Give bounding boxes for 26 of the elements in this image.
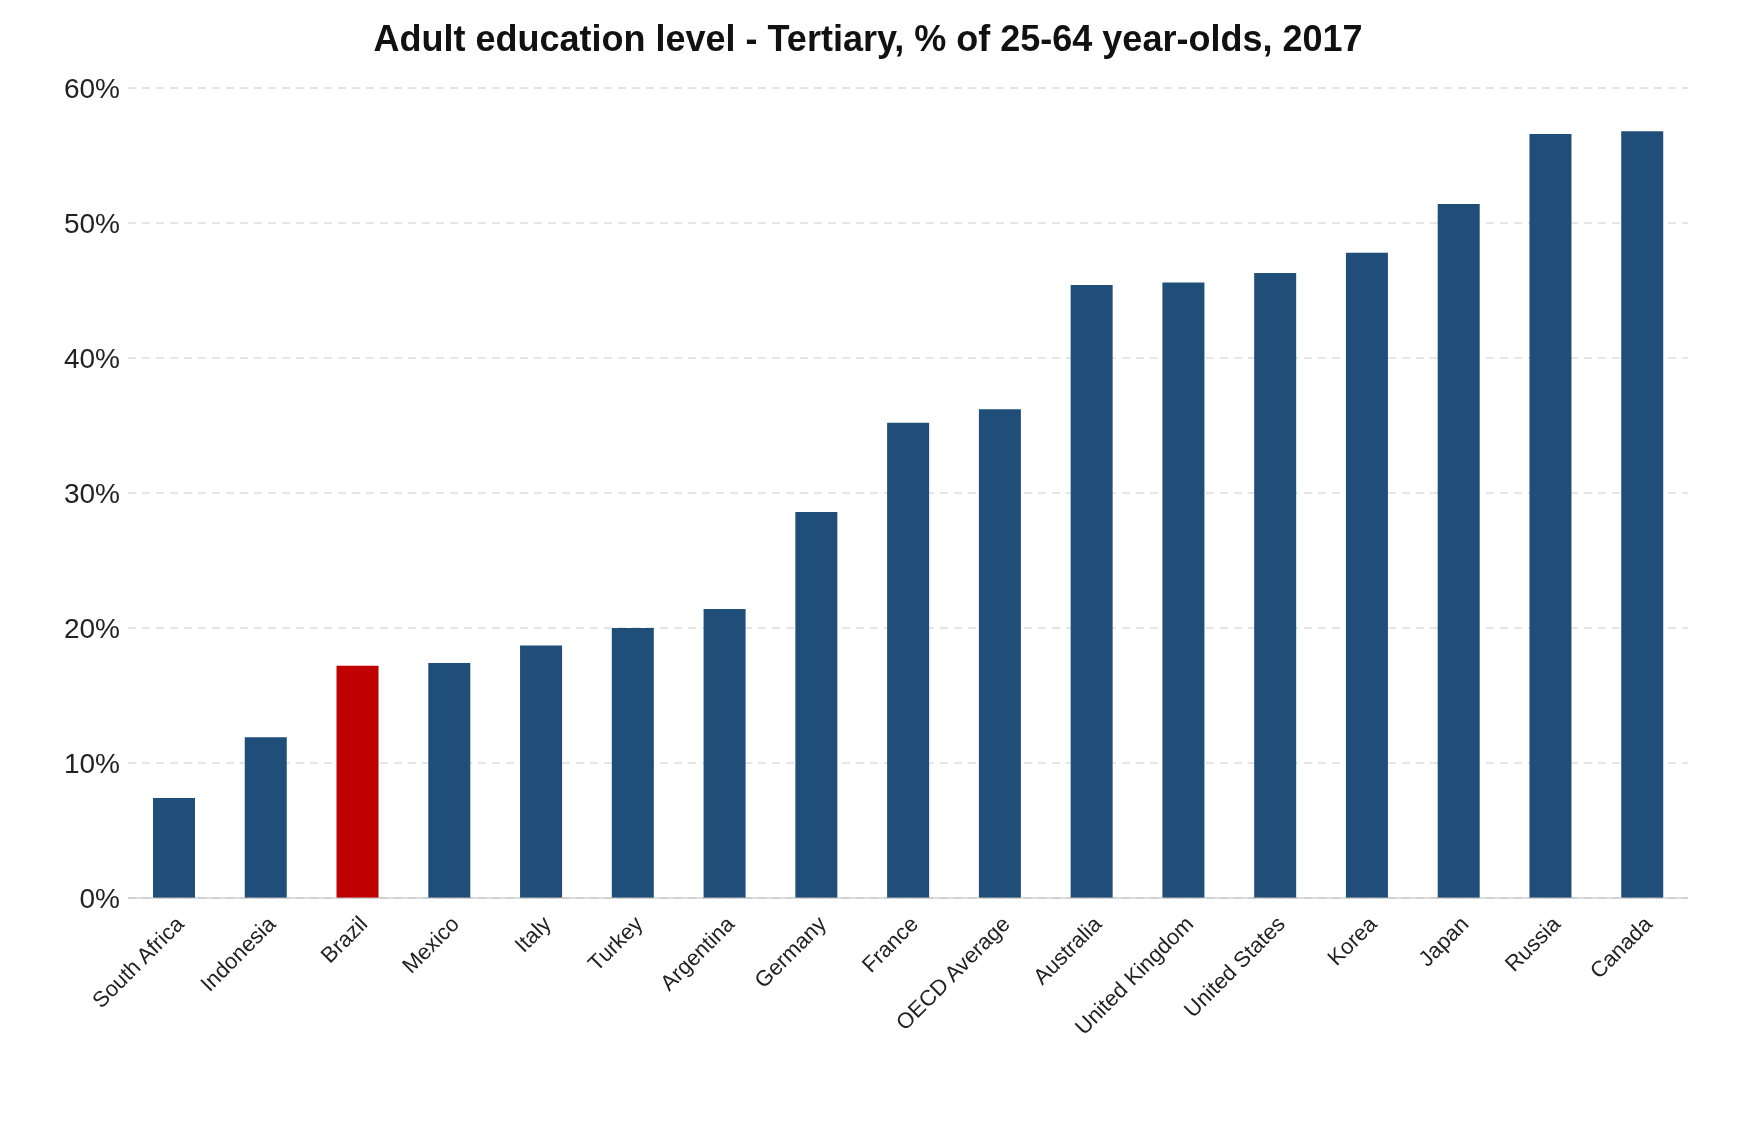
y-tick-label: 30% (63, 477, 120, 509)
x-tick-label: Italy (509, 911, 556, 958)
bar (1345, 252, 1388, 898)
bar (611, 628, 654, 898)
bar (1070, 285, 1113, 898)
y-tick-label: 40% (63, 342, 120, 374)
bar (978, 409, 1021, 898)
y-tick-label: 60% (63, 72, 120, 104)
bar (1529, 133, 1572, 898)
bar (1621, 131, 1664, 898)
bar (520, 645, 563, 898)
chart-title: Adult education level - Tertiary, % of 25-64 year-olds, 2017 (372, 18, 1364, 60)
bar (428, 663, 471, 898)
y-tick-label: 0% (79, 882, 120, 914)
bar (1437, 204, 1480, 898)
y-tick-label: 50% (63, 207, 120, 239)
y-tick-label: 20% (63, 612, 120, 644)
bar (795, 511, 838, 898)
bar (244, 737, 287, 898)
bar (887, 422, 930, 898)
bar (1162, 282, 1205, 898)
bar (703, 609, 746, 898)
y-tick-label: 10% (63, 747, 120, 779)
bar (336, 665, 379, 898)
bar (1254, 272, 1297, 898)
bar (153, 798, 195, 898)
